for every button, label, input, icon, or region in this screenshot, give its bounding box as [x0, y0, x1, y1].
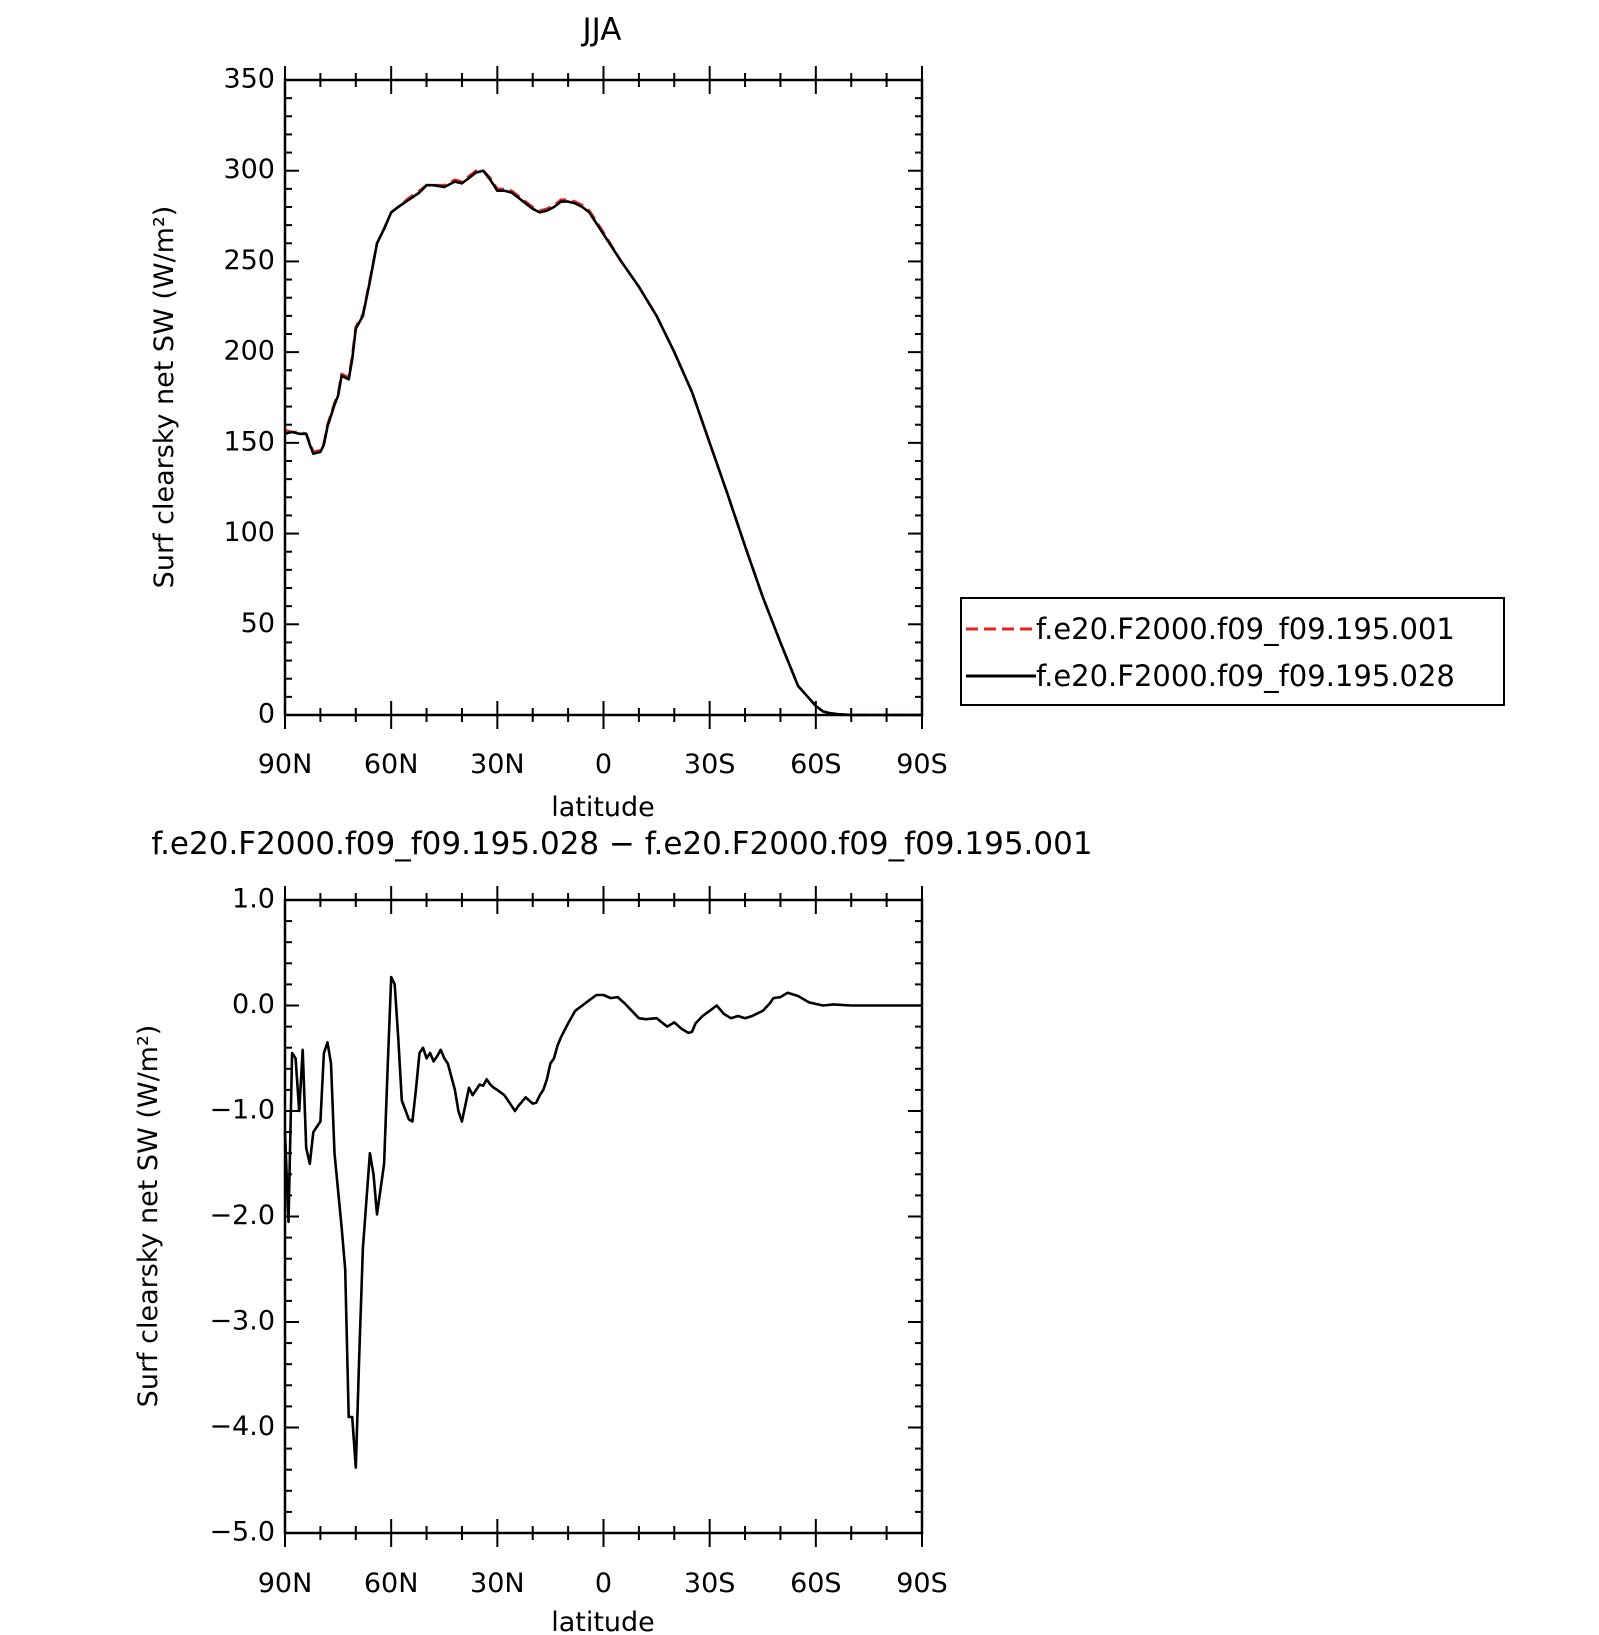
- bottom-series-group: [283, 975, 922, 1469]
- y-tick-label: −5.0: [209, 1517, 275, 1548]
- x-tick-label: 0: [595, 749, 612, 780]
- y-tick-label: 300: [223, 154, 275, 185]
- bottom-chart-title: f.e20.F2000.f09_f09.195.028 − f.e20.F200…: [151, 826, 1092, 862]
- bottom-plot-frame: [283, 898, 924, 1535]
- y-tick-label: −3.0: [209, 1306, 275, 1337]
- legend-box: [960, 597, 1505, 706]
- y-tick-label: 150: [223, 426, 275, 457]
- legend-label-series-2: f.e20.F2000.f09_f09.195.028: [1036, 659, 1455, 693]
- bottom-x-tick-labels: 90N 60N 30N 0 30S 60S 90S: [258, 1568, 948, 1599]
- x-tick-label: 30S: [684, 749, 736, 780]
- top-panel: JJA 0 50 100 150 200 250 300 350 90N 60N 30N 0 30S 6…: [149, 12, 1505, 823]
- x-tick-label: 30N: [470, 749, 525, 780]
- bottom-ticks: [284, 886, 923, 1547]
- series-line-1: [284, 169, 922, 717]
- legend-label-series-1: f.e20.F2000.f09_f09.195.001: [1036, 612, 1455, 646]
- x-tick-label: 90N: [258, 749, 313, 780]
- x-tick-label: 90S: [896, 1568, 948, 1599]
- bottom-panel: f.e20.F2000.f09_f09.195.028 − f.e20.F200…: [133, 826, 1093, 1635]
- y-tick-label: −2.0: [209, 1200, 275, 1231]
- bottom-y-tick-labels: 1.0 0.0 −1.0 −2.0 −3.0 −4.0 −5.0: [209, 884, 275, 1548]
- top-plot-frame: [283, 78, 924, 717]
- top-chart-title: JJA: [581, 12, 622, 48]
- bottom-x-axis-label: latitude: [551, 1607, 655, 1635]
- y-tick-label: 0: [258, 699, 275, 730]
- x-tick-label: 90N: [258, 1568, 313, 1599]
- x-tick-label: 60N: [364, 1568, 419, 1599]
- y-tick-label: 250: [223, 245, 275, 276]
- y-tick-label: 50: [241, 608, 275, 639]
- x-tick-label: 0: [595, 1568, 612, 1599]
- x-tick-label: 60S: [790, 1568, 842, 1599]
- legend: f.e20.F2000.f09_f09.195.001 f.e20.F2000.…: [960, 597, 1505, 706]
- y-tick-label: −1.0: [209, 1095, 275, 1126]
- x-tick-label: 30N: [470, 1568, 525, 1599]
- y-tick-label: 100: [223, 517, 275, 548]
- top-x-axis-label: latitude: [551, 792, 655, 823]
- y-tick-label: 350: [223, 64, 275, 95]
- top-x-tick-labels: 90N 60N 30N 0 30S 60S 90S: [258, 749, 948, 780]
- top-y-tick-labels: 0 50 100 150 200 250 300 350: [223, 64, 275, 730]
- bottom-y-axis-label: Surf clearsky net SW (W/m²): [133, 1025, 164, 1408]
- top-series-group: [284, 169, 922, 717]
- y-tick-label: 200: [223, 336, 275, 367]
- x-tick-label: 30S: [684, 1568, 736, 1599]
- x-tick-label: 60N: [364, 749, 419, 780]
- x-tick-label: 90S: [896, 749, 948, 780]
- x-tick-label: 60S: [790, 749, 842, 780]
- y-tick-label: 1.0: [232, 884, 275, 915]
- y-tick-label: 0.0: [232, 989, 275, 1020]
- y-tick-label: −4.0: [209, 1411, 275, 1442]
- series-line-2: [284, 169, 922, 717]
- top-ticks: [284, 66, 923, 729]
- series-line-1: [283, 975, 922, 1469]
- top-y-axis-label: Surf clearsky net SW (W/m²): [149, 206, 180, 589]
